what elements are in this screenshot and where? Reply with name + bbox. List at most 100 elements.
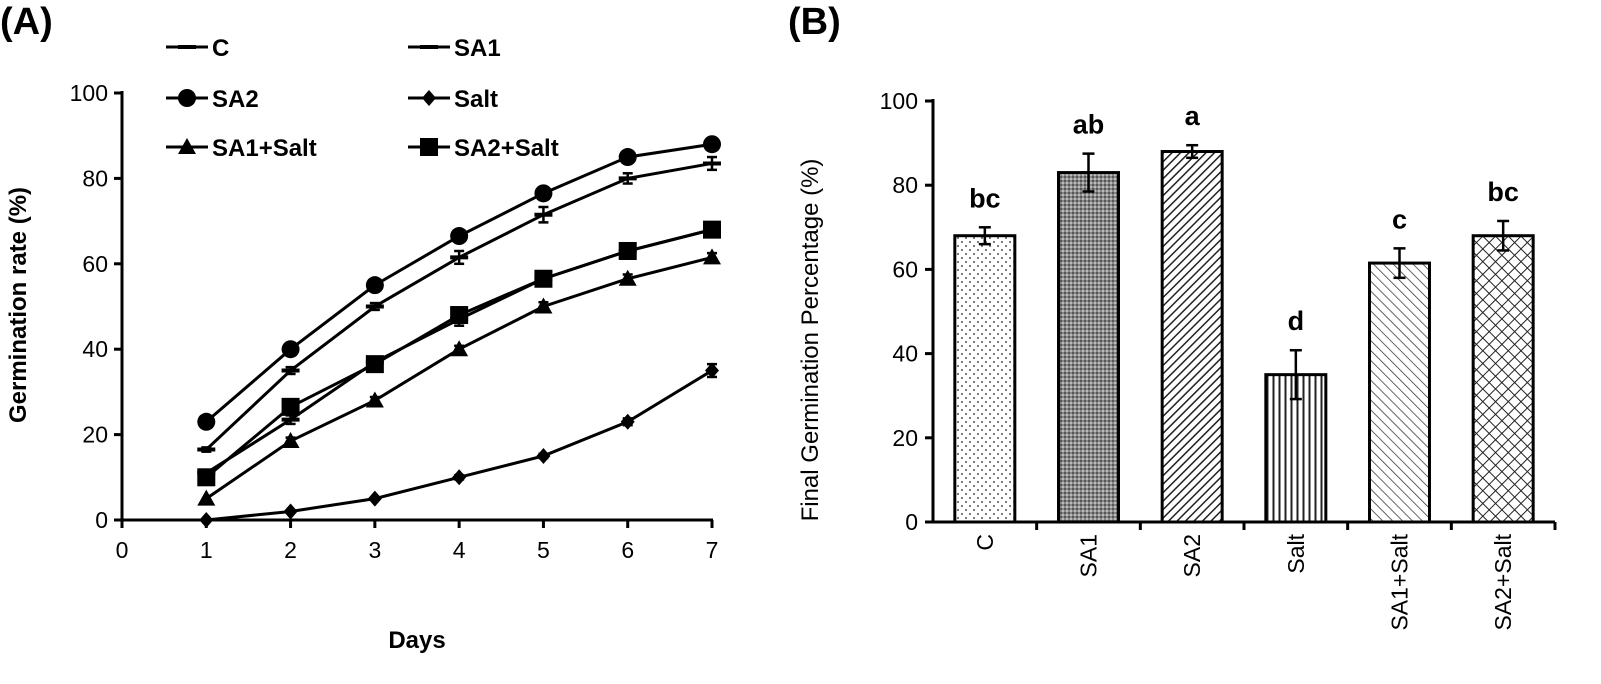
legend-label: SA1+Salt <box>212 135 317 162</box>
y-tick-label: 100 <box>880 88 918 114</box>
data-point <box>450 340 469 357</box>
data-point <box>367 490 382 507</box>
data-point <box>365 276 384 295</box>
x-tick-label: Salt <box>1283 533 1309 573</box>
data-point <box>618 241 637 260</box>
bar-group: c <box>1368 204 1431 524</box>
legend-item: SA1+Salt <box>166 135 317 162</box>
legend-item: C <box>166 35 229 62</box>
data-point <box>452 469 467 486</box>
data-point <box>199 512 214 528</box>
y-tick-label: 80 <box>892 172 918 198</box>
y-axis-ticks: 0 20 40 60 80 100 <box>70 80 122 533</box>
legend-marker <box>178 138 196 154</box>
bar <box>953 234 1017 524</box>
data-point <box>283 503 298 520</box>
x-axis-label: Days <box>388 627 445 654</box>
legend-item: SA1 <box>408 35 501 62</box>
data-point <box>703 220 721 239</box>
data-point <box>450 306 469 325</box>
bar-chart-panel: (B) 0 20 40 60 80 100 bc ab a d c bc C SA1 SA2 Salt SA… <box>788 1 1557 631</box>
x-tick-label: 2 <box>284 537 297 563</box>
significance-label: ab <box>1073 110 1105 140</box>
bar-group: ab <box>1057 110 1120 524</box>
x-axis-ticks: 0 1 2 3 4 5 6 7 <box>116 520 719 563</box>
bar-group: bc <box>1471 177 1535 524</box>
data-point <box>197 412 216 431</box>
data-point <box>365 355 384 374</box>
series-salt <box>199 362 719 528</box>
data-point <box>620 413 635 430</box>
data-point <box>536 447 551 464</box>
line-chart-panel: (A) 0 20 40 60 80 100 0 1 2 3 4 5 6 7 C SA1 SA2 Salt SA1… <box>0 1 721 654</box>
x-tick-label: 7 <box>706 537 719 563</box>
panel-label-a: (A) <box>0 1 53 43</box>
bar <box>1368 261 1431 524</box>
y-tick-label: 0 <box>95 507 108 533</box>
significance-label: bc <box>969 183 1001 213</box>
data-point <box>281 432 300 449</box>
data-point <box>281 340 300 359</box>
legend-item: Salt <box>408 86 498 113</box>
legend-marker <box>178 89 196 107</box>
bar-group: d <box>1264 306 1328 524</box>
data-point <box>534 297 553 314</box>
series-c <box>197 155 721 453</box>
legend-item: SA2+Salt <box>408 135 559 162</box>
y-axis-label: Germination rate (%) <box>5 187 32 423</box>
bar-group: a <box>1160 101 1224 524</box>
y-tick-label: 100 <box>70 80 108 106</box>
bars-group: bc ab a d c bc <box>953 101 1535 524</box>
bar <box>1160 150 1224 524</box>
y-tick-label: 60 <box>892 256 918 282</box>
x-tick-label: C <box>972 534 998 551</box>
x-tick-label: SA2 <box>1179 534 1205 577</box>
series-sa2-salt <box>197 220 721 487</box>
x-tick-label: 5 <box>537 537 550 563</box>
bar <box>1057 171 1120 524</box>
data-point <box>703 135 721 154</box>
y-tick-label: 80 <box>82 165 108 191</box>
x-tick-label: 1 <box>200 537 213 563</box>
legend-label: SA2+Salt <box>454 135 559 162</box>
series-sa1-salt <box>197 248 721 506</box>
data-point <box>703 248 721 265</box>
data-point <box>534 184 553 203</box>
x-axis-ticks: C SA1 SA2 Salt SA1+Salt SA2+Salt <box>972 522 1557 631</box>
legend: C SA1 SA2 Salt SA1+Salt SA2+Salt <box>166 35 559 162</box>
x-tick-label: SA1+Salt <box>1387 533 1413 630</box>
significance-label: c <box>1392 204 1407 234</box>
significance-label: d <box>1288 306 1305 336</box>
y-tick-label: 20 <box>82 422 108 448</box>
axes <box>931 99 1555 524</box>
legend-marker <box>422 90 436 106</box>
series-sa2 <box>197 135 721 431</box>
legend-label: Salt <box>454 86 498 113</box>
data-point <box>618 269 637 286</box>
legend-marker <box>420 138 438 156</box>
y-tick-label: 20 <box>892 425 918 451</box>
x-tick-label: 6 <box>621 537 634 563</box>
data-point <box>534 269 553 288</box>
data-point <box>197 489 216 506</box>
bar <box>1471 234 1535 524</box>
legend-label: SA2 <box>212 86 259 113</box>
y-tick-label: 40 <box>82 336 108 362</box>
data-point <box>450 227 469 246</box>
data-point <box>705 362 719 379</box>
bar-group: bc <box>953 183 1017 524</box>
legend-label: SA1 <box>454 35 501 62</box>
y-tick-label: 60 <box>82 251 108 277</box>
data-point <box>618 148 637 167</box>
x-tick-label: 4 <box>453 537 466 563</box>
data-point <box>281 397 300 416</box>
data-point <box>197 468 216 487</box>
y-tick-label: 0 <box>905 509 918 535</box>
y-axis-ticks: 0 20 40 60 80 100 <box>880 88 933 535</box>
y-axis-label: Final Germination Percentage (%) <box>797 159 824 522</box>
significance-label: bc <box>1487 177 1519 207</box>
data-point <box>365 391 384 408</box>
legend-item: SA2 <box>166 86 259 113</box>
x-tick-label: SA2+Salt <box>1490 533 1516 630</box>
